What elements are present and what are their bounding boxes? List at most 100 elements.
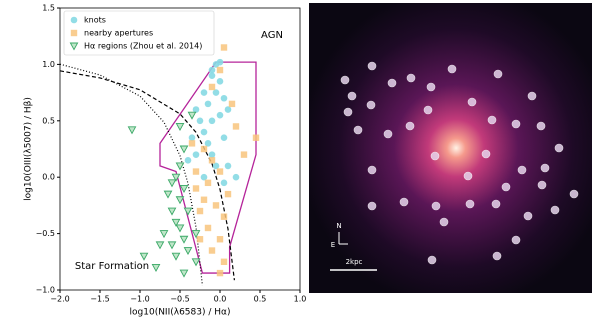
point (175, 196, 185, 205)
point (127, 126, 137, 135)
knot-marker (569, 189, 579, 199)
point (167, 207, 177, 216)
point (208, 157, 216, 164)
point (200, 128, 208, 136)
knot-marker (387, 78, 397, 88)
point (220, 134, 228, 142)
point (204, 100, 212, 108)
y-tick-label: −0.5 (36, 229, 55, 238)
point (220, 213, 228, 220)
point (171, 218, 181, 227)
knot-marker (511, 119, 521, 129)
point (159, 230, 169, 239)
x-tick-label: 0.0 (214, 295, 227, 304)
point (204, 224, 212, 232)
point (175, 122, 185, 131)
legend-box (63, 10, 215, 56)
point (208, 117, 216, 125)
y-tick-label: 1.5 (42, 4, 55, 13)
point (220, 258, 228, 265)
knot-marker (463, 171, 473, 181)
point (167, 241, 177, 250)
image-background (309, 3, 592, 293)
knot-marker (366, 100, 376, 110)
point (192, 106, 200, 113)
point (196, 117, 204, 125)
point (224, 162, 232, 170)
point (220, 179, 228, 187)
legend-marker (69, 42, 79, 51)
legend-label: nearby apertures (84, 29, 153, 38)
point (179, 185, 189, 194)
point (216, 236, 224, 243)
point (188, 134, 196, 142)
point (208, 72, 216, 79)
knot-marker (511, 235, 521, 245)
point (216, 78, 224, 85)
x-tick-label: −2.0 (50, 295, 69, 304)
point (220, 94, 228, 102)
point (204, 179, 212, 187)
point (208, 66, 216, 74)
knot-marker (399, 197, 409, 207)
point (228, 100, 236, 108)
knot-marker (405, 121, 415, 131)
point (208, 151, 216, 158)
knot-marker (383, 129, 393, 139)
point (220, 44, 228, 51)
knot-marker (554, 143, 564, 153)
y-axis-label: log10(OIII(λ5007) / Hβ) (24, 97, 34, 201)
point (212, 162, 220, 170)
region (159, 61, 257, 274)
knot-marker (423, 105, 433, 115)
point (171, 173, 181, 182)
knot-circles (340, 61, 579, 265)
point (187, 111, 197, 120)
y-tick-label: 1.0 (42, 60, 55, 69)
knot-marker (493, 69, 503, 79)
x-tick-label: −1.0 (130, 295, 149, 304)
demarcation-line (59, 63, 203, 286)
knot-marker (353, 125, 363, 135)
knot-marker (537, 180, 547, 190)
point (191, 258, 201, 267)
x-tick-label: −0.5 (170, 295, 189, 304)
knot-marker (367, 61, 377, 71)
knot-marker (340, 75, 350, 85)
knot-marker (431, 201, 441, 211)
knot-marker (465, 199, 475, 209)
point (192, 185, 200, 192)
y-tick-label: 0.0 (42, 173, 55, 182)
knot-marker (427, 255, 437, 265)
point (212, 89, 220, 96)
point (179, 145, 189, 154)
knot-marker (501, 182, 511, 192)
point (175, 162, 185, 171)
legend-label: Hα regions (Zhou et al. 2014) (84, 42, 202, 51)
knot-marker (467, 97, 477, 107)
knot-marker (540, 163, 550, 173)
legend-label: knots (84, 16, 106, 25)
knot-marker (406, 73, 416, 83)
y-tick-label: −1.0 (36, 286, 55, 295)
point (216, 168, 224, 175)
knot-marker (347, 91, 357, 101)
knot-marker (492, 251, 502, 261)
point (196, 207, 204, 215)
x-tick-label: 0.5 (254, 295, 267, 304)
compass-e-label: E (331, 241, 335, 249)
point (208, 247, 216, 254)
point (212, 202, 220, 209)
point (216, 58, 224, 66)
point (204, 140, 212, 147)
knot-marker (343, 107, 353, 117)
point (200, 89, 208, 96)
point (163, 190, 173, 199)
legend-marker (70, 29, 78, 37)
knot-marker (481, 149, 491, 159)
point (216, 269, 224, 277)
galaxy-image: N E 2kpc (309, 3, 592, 293)
y-tick-label: 0.5 (42, 116, 55, 125)
point (252, 134, 260, 141)
